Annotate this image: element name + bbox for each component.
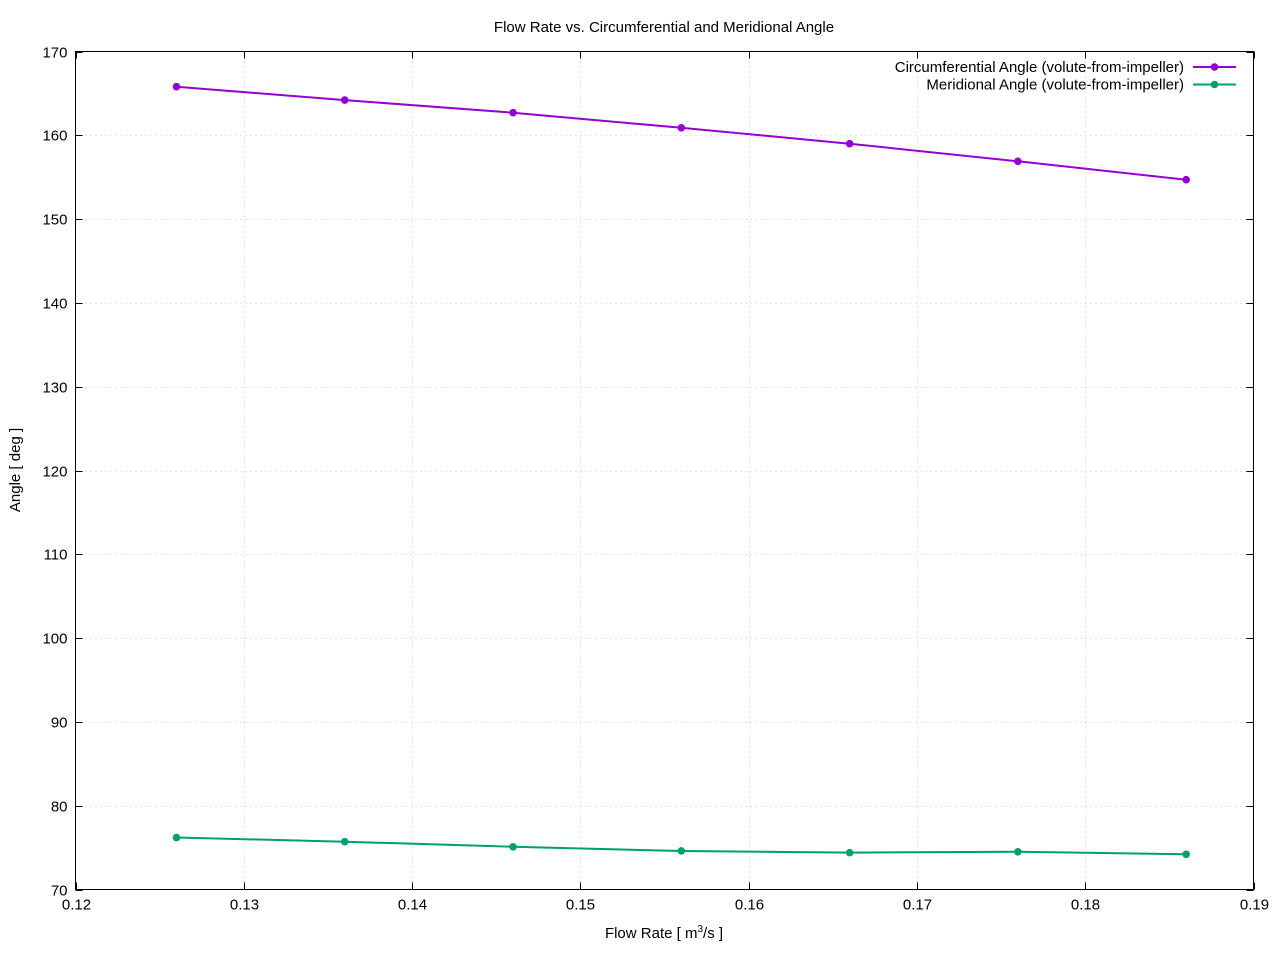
series-2-point bbox=[1182, 850, 1190, 859]
legend-marker-1 bbox=[1210, 63, 1219, 71]
y-tick-label: 150 bbox=[42, 212, 67, 229]
y-tick-label: 170 bbox=[42, 45, 67, 62]
series-2-point bbox=[677, 847, 686, 855]
x-tick-label: 0.19 bbox=[1240, 897, 1269, 914]
series-1-point bbox=[677, 123, 686, 132]
x-axis-label-superscript: 3 bbox=[697, 924, 703, 935]
x-tick-label: 0.18 bbox=[1071, 897, 1100, 914]
y-tick-label: 140 bbox=[42, 296, 67, 313]
series-2-point bbox=[845, 848, 854, 857]
series-1-point bbox=[172, 82, 181, 91]
series-2-point bbox=[509, 842, 517, 851]
x-tick-label: 0.12 bbox=[62, 897, 91, 914]
legend-label-2: Meridional Angle (volute-from-impeller) bbox=[926, 77, 1184, 94]
y-tick-label: 110 bbox=[44, 547, 68, 564]
axis-ticks: 70 80 90 100 110 120 130 140 150 160 170 0.12 0.13 0.… bbox=[42, 45, 1269, 914]
series-1-point bbox=[1182, 175, 1190, 184]
x-tick-label: 0.17 bbox=[903, 897, 932, 914]
series-1-point bbox=[340, 96, 349, 104]
chart-title: Flow Rate vs. Circumferential and Meridi… bbox=[494, 19, 834, 36]
legend: Circumferential Angle (volute-from-impel… bbox=[895, 59, 1236, 94]
y-tick-label: 160 bbox=[42, 128, 67, 145]
legend-label-1: Circumferential Angle (volute-from-impel… bbox=[895, 59, 1184, 76]
series-2-point bbox=[340, 837, 349, 846]
y-tick-label: 70 bbox=[51, 883, 68, 900]
x-tick-label: 0.15 bbox=[566, 897, 595, 914]
y-tick-label: 120 bbox=[42, 464, 67, 481]
series-layer bbox=[172, 82, 1190, 859]
legend-marker-2 bbox=[1210, 80, 1219, 89]
series-1-point bbox=[1014, 157, 1022, 166]
series-line-1 bbox=[176, 85, 1187, 181]
x-tick-label: 0.13 bbox=[230, 897, 259, 914]
series-2-point bbox=[172, 833, 181, 842]
x-axis-label-prefix: Flow Rate [ m bbox=[605, 925, 698, 942]
y-axis-label: Angle [ deg ] bbox=[7, 428, 24, 512]
y-tick-label: 100 bbox=[42, 631, 67, 648]
x-tick-label: 0.16 bbox=[735, 897, 764, 914]
series-2-point bbox=[1014, 847, 1022, 856]
series-1-point bbox=[845, 139, 854, 148]
grid bbox=[75, 51, 1254, 890]
plot-frame bbox=[75, 51, 1254, 890]
series-1-point bbox=[509, 108, 517, 117]
y-tick-label: 80 bbox=[51, 799, 68, 816]
y-tick-label: 90 bbox=[51, 715, 68, 732]
y-tick-label: 130 bbox=[42, 380, 67, 397]
x-tick-label: 0.14 bbox=[398, 897, 427, 914]
x-axis-label-suffix: /s ] bbox=[703, 925, 723, 942]
x-axis-label: Flow Rate [ m3/s ] bbox=[605, 924, 723, 942]
